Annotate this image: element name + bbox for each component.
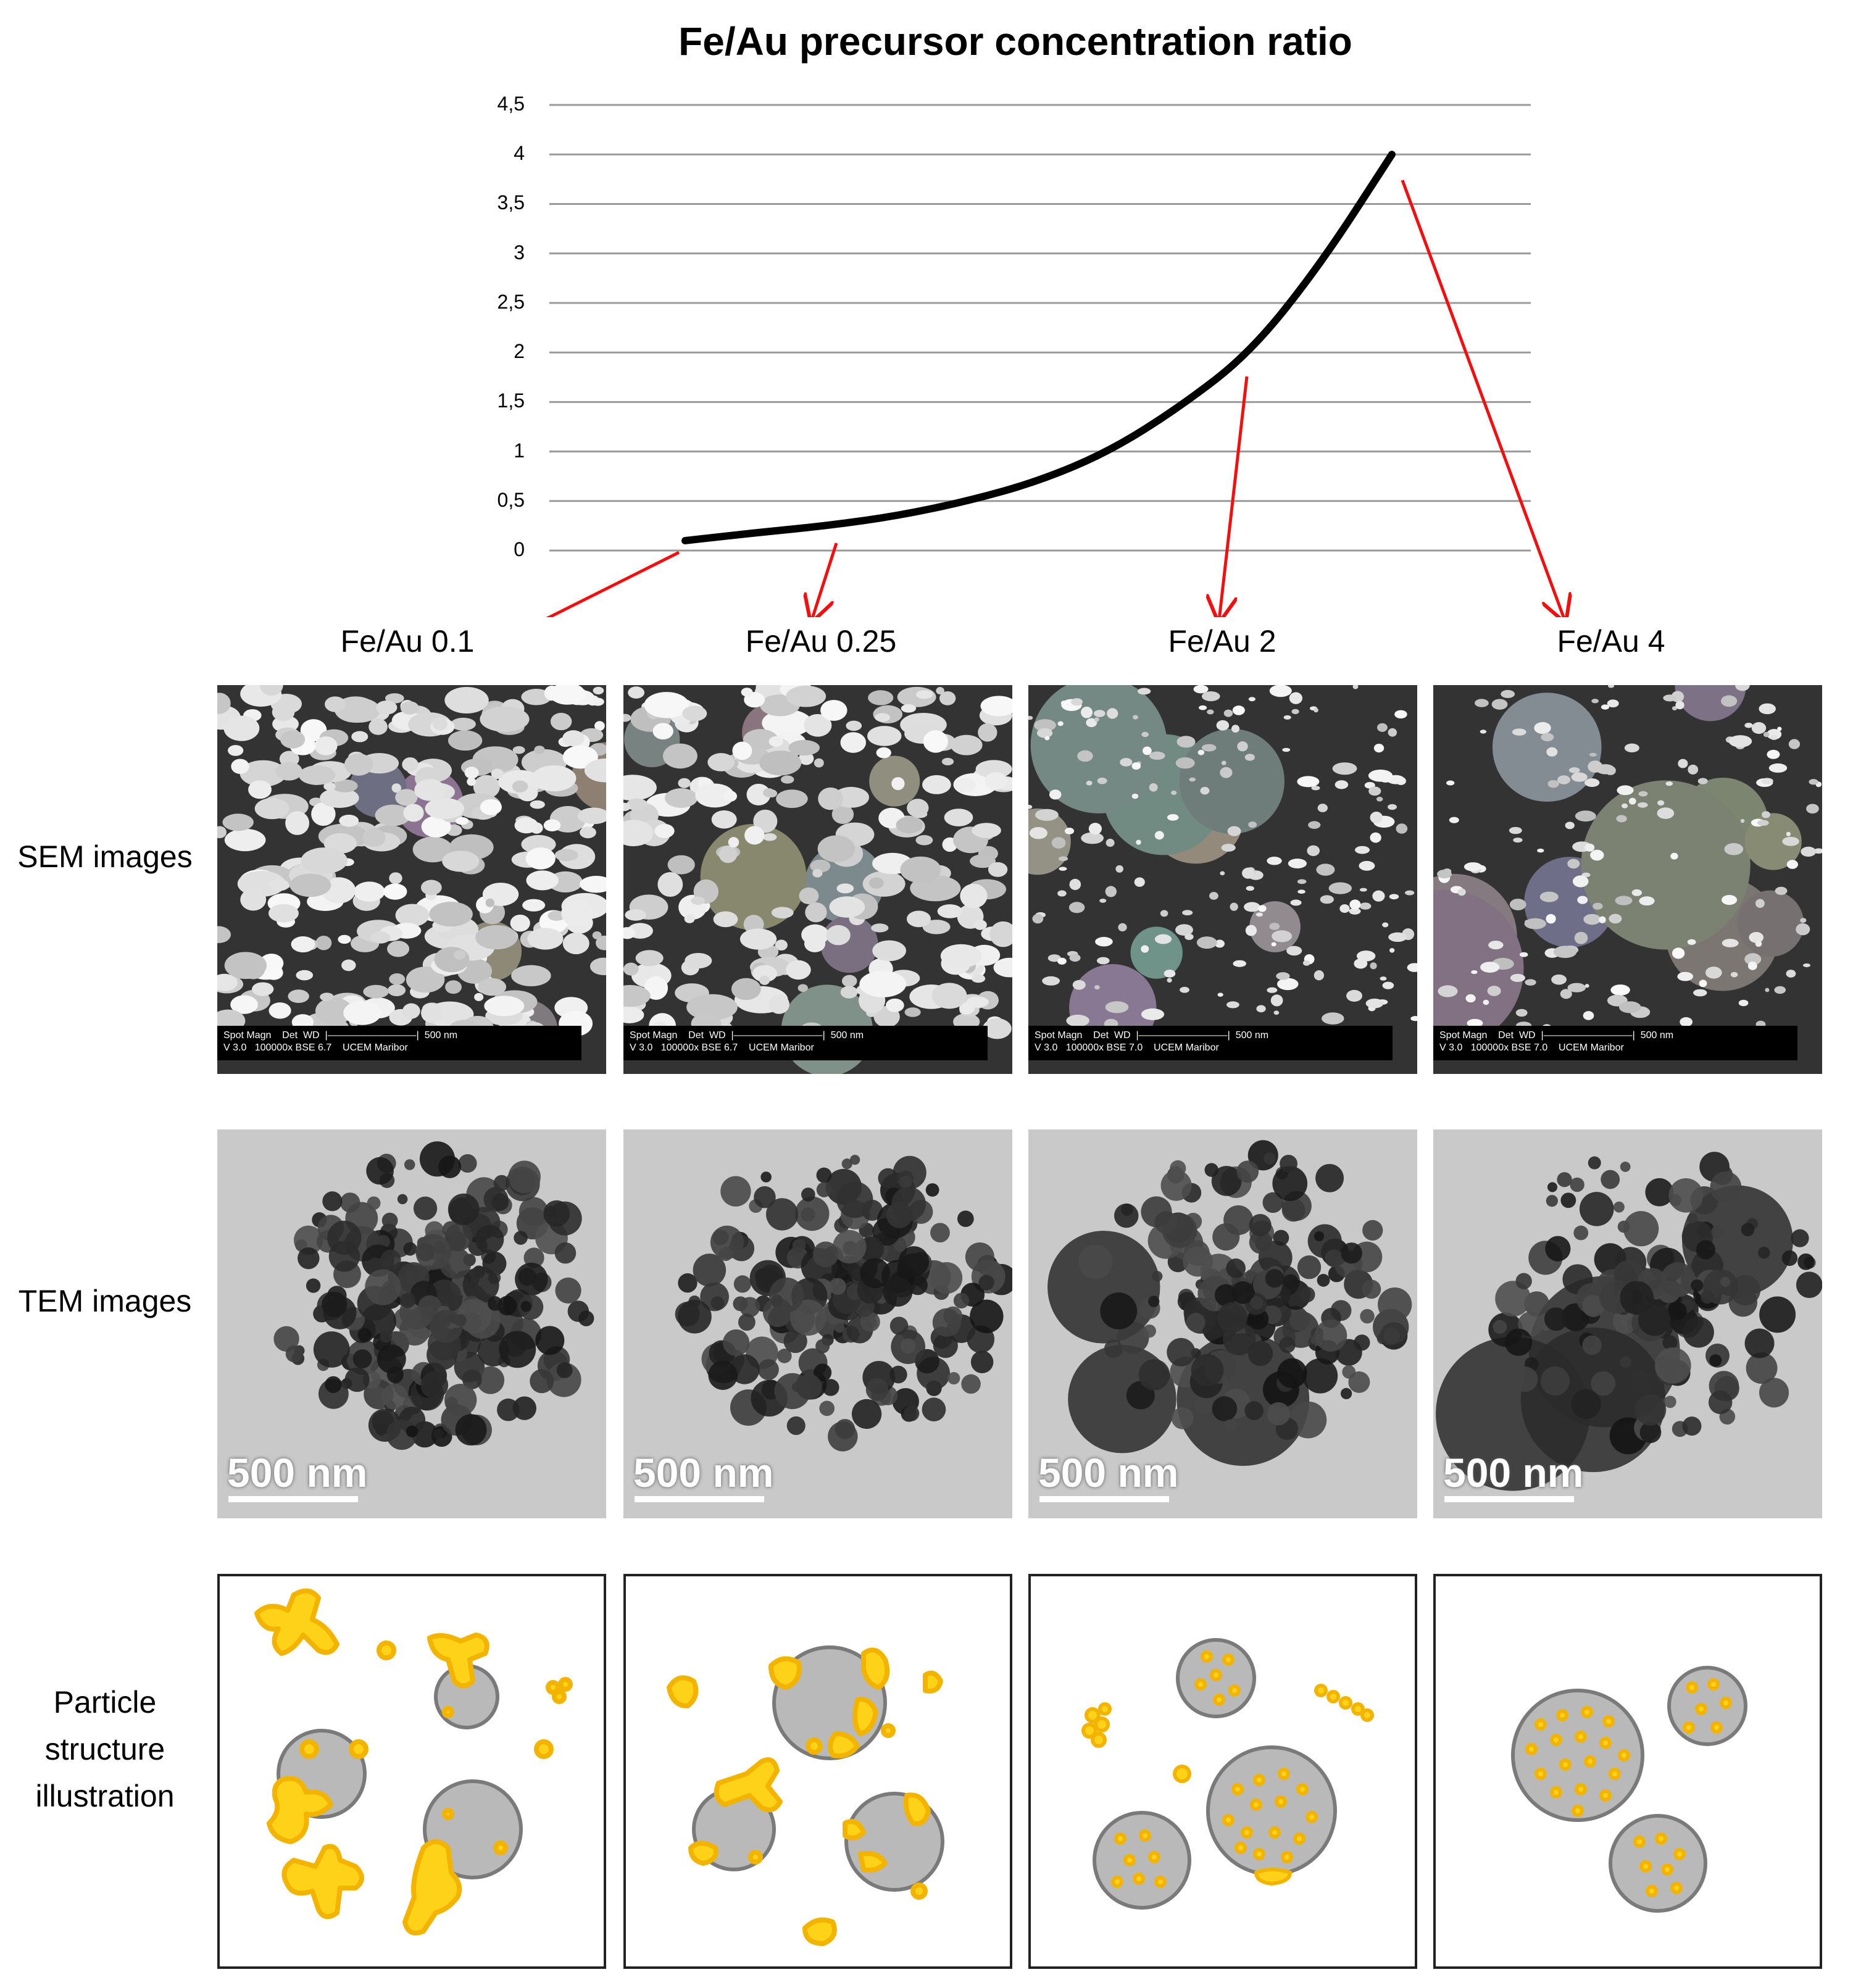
tem-image-3: 500 nm	[1433, 1129, 1822, 1518]
column-label-3: Fe/Au 4	[1557, 624, 1665, 659]
sem-info-bar: Spot Magn Det WD |—————————| 500 nm V 3.…	[623, 1026, 988, 1060]
y-tick-label: 0	[514, 538, 525, 560]
sem-image-0: Spot Magn Det WD |—————————| 500 nm V 3.…	[217, 685, 606, 1074]
y-tick-label: 1,5	[497, 389, 525, 412]
tem-scale-bar	[635, 1496, 764, 1502]
row-label-illustration: Particle structure illustration	[35, 1685, 175, 1813]
tem-scale-bar	[1039, 1496, 1169, 1502]
pointer-arrow	[1219, 376, 1249, 617]
y-tick-label: 2	[514, 340, 525, 363]
pointer-arrow	[1401, 180, 1565, 617]
pointer-arrow	[546, 551, 680, 617]
row-label-sem: SEM images	[17, 839, 193, 874]
sem-image-3: Spot Magn Det WD |—————————| 500 nm V 3.…	[1433, 685, 1822, 1074]
series-line	[681, 151, 1396, 544]
y-tick-label: 3,5	[497, 191, 525, 214]
sem-info-bar: Spot Magn Det WD |—————————| 500 nm V 3.…	[1028, 1026, 1393, 1060]
sem-image-1: Spot Magn Det WD |—————————| 500 nm V 3.…	[623, 685, 1012, 1074]
y-tick-label: 0,5	[497, 488, 525, 511]
chart-title: Fe/Au precursor concentration ratio	[678, 19, 1352, 64]
y-tick-label: 2,5	[497, 290, 525, 313]
chart-area: 0 0,5 1 1,5 2 2,5 3 3,5 4 4,5	[0, 0, 1853, 617]
y-tick-label: 1	[514, 439, 525, 462]
y-tick-label: 3	[514, 241, 525, 264]
pointer-arrow	[812, 543, 838, 617]
tem-scale-bar	[228, 1496, 358, 1502]
tem-image-1: 500 nm	[623, 1129, 1012, 1518]
tem-scale-label: 500 nm	[1038, 1450, 1179, 1495]
illustration-panel-3	[1433, 1574, 1822, 1969]
sem-image-2: Spot Magn Det WD |—————————| 500 nm V 3.…	[1028, 685, 1417, 1074]
tem-image-0: 500 nm	[217, 1129, 606, 1518]
tem-scale-label: 500 nm	[1443, 1450, 1584, 1495]
sem-info-bar: Spot Magn Det WD |—————————| 500 nm V 3.…	[1433, 1026, 1797, 1060]
column-label-0: Fe/Au 0.1	[340, 624, 475, 659]
tem-scale-label: 500 nm	[633, 1450, 774, 1495]
illustration-panel-0	[217, 1574, 606, 1969]
tem-scale-bar	[1444, 1496, 1574, 1502]
tem-scale-label: 500 nm	[227, 1450, 368, 1495]
y-tick-label: 4	[514, 142, 525, 165]
y-tick-label: 4,5	[497, 93, 525, 115]
tem-image-2: 500 nm	[1028, 1129, 1417, 1518]
column-label-2: Fe/Au 2	[1168, 624, 1276, 659]
chart-svg	[546, 104, 1853, 617]
column-label-1: Fe/Au 0.25	[745, 624, 897, 659]
illustration-panel-1	[623, 1574, 1012, 1969]
sem-info-bar: Spot Magn Det WD |—————————| 500 nm V 3.…	[217, 1026, 581, 1060]
row-label-tem: TEM images	[18, 1284, 192, 1318]
illustration-panel-2	[1028, 1574, 1417, 1969]
